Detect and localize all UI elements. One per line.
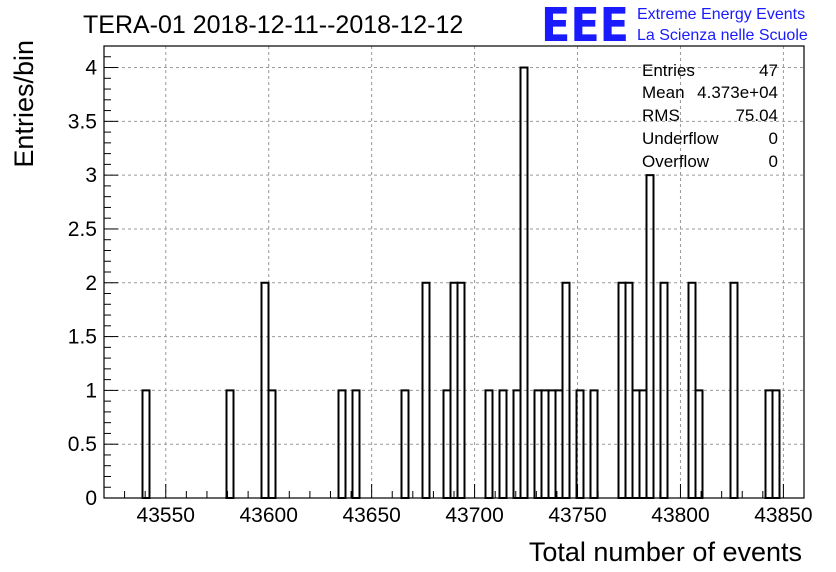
stats-underflow-value: 0 [769, 129, 778, 148]
y-tick-label: 1 [85, 379, 97, 402]
x-tick-label: 43800 [651, 504, 709, 527]
grid-layer [104, 46, 804, 499]
x-tick-label: 43700 [445, 504, 503, 527]
stats-overflow-label: Overflow [642, 152, 710, 171]
y-tick-label: 3 [85, 164, 97, 187]
x-axis-label: Total number of events [529, 537, 802, 567]
stats-mean-label: Mean [642, 83, 685, 102]
x-tick-label: 43550 [137, 504, 195, 527]
eee-logo-line1: Extreme Energy Events [637, 6, 805, 23]
eee-logo: EEE Extreme Energy Events La Scienza nel… [541, 0, 808, 52]
y-tick-label: 1.5 [68, 326, 97, 349]
y-axis-label: Entries/bin [9, 40, 39, 168]
x-tick-label: 43600 [240, 504, 298, 527]
stats-entries-value: 47 [759, 61, 778, 80]
stats-mean-value: 4.373e+04 [697, 83, 778, 102]
stats-rms-label: RMS [642, 106, 680, 125]
stats-overflow-value: 0 [769, 152, 778, 171]
x-tick-label: 43850 [754, 504, 812, 527]
stats-box: Entries 47 Mean 4.373e+04 RMS 75.04 Unde… [642, 61, 778, 171]
y-tick-label: 2.5 [68, 218, 97, 241]
ticks-layer [103, 45, 805, 499]
tick-labels-layer: 43550 43600 43650 43700 43750 43800 43850 0 0.5 1… [68, 57, 813, 527]
chart-title: TERA-01 2018-12-11--2018-12-12 [83, 11, 463, 39]
y-tick-label: 0.5 [68, 433, 97, 456]
eee-logo-line2: La Scienza nelle Scuole [637, 27, 808, 44]
stats-underflow-label: Underflow [642, 129, 719, 148]
y-tick-label: 4 [85, 57, 97, 80]
y-tick-label: 2 [85, 272, 97, 295]
x-tick-label: 43650 [342, 504, 400, 527]
y-tick-label: 3.5 [68, 110, 97, 133]
stats-rms-value: 75.04 [735, 106, 778, 125]
y-tick-label: 0 [85, 487, 97, 510]
x-tick-label: 43750 [548, 504, 606, 527]
plot-frame [103, 45, 805, 499]
stats-entries-label: Entries [642, 61, 695, 80]
eee-logo-mark: EEE [541, 0, 629, 52]
